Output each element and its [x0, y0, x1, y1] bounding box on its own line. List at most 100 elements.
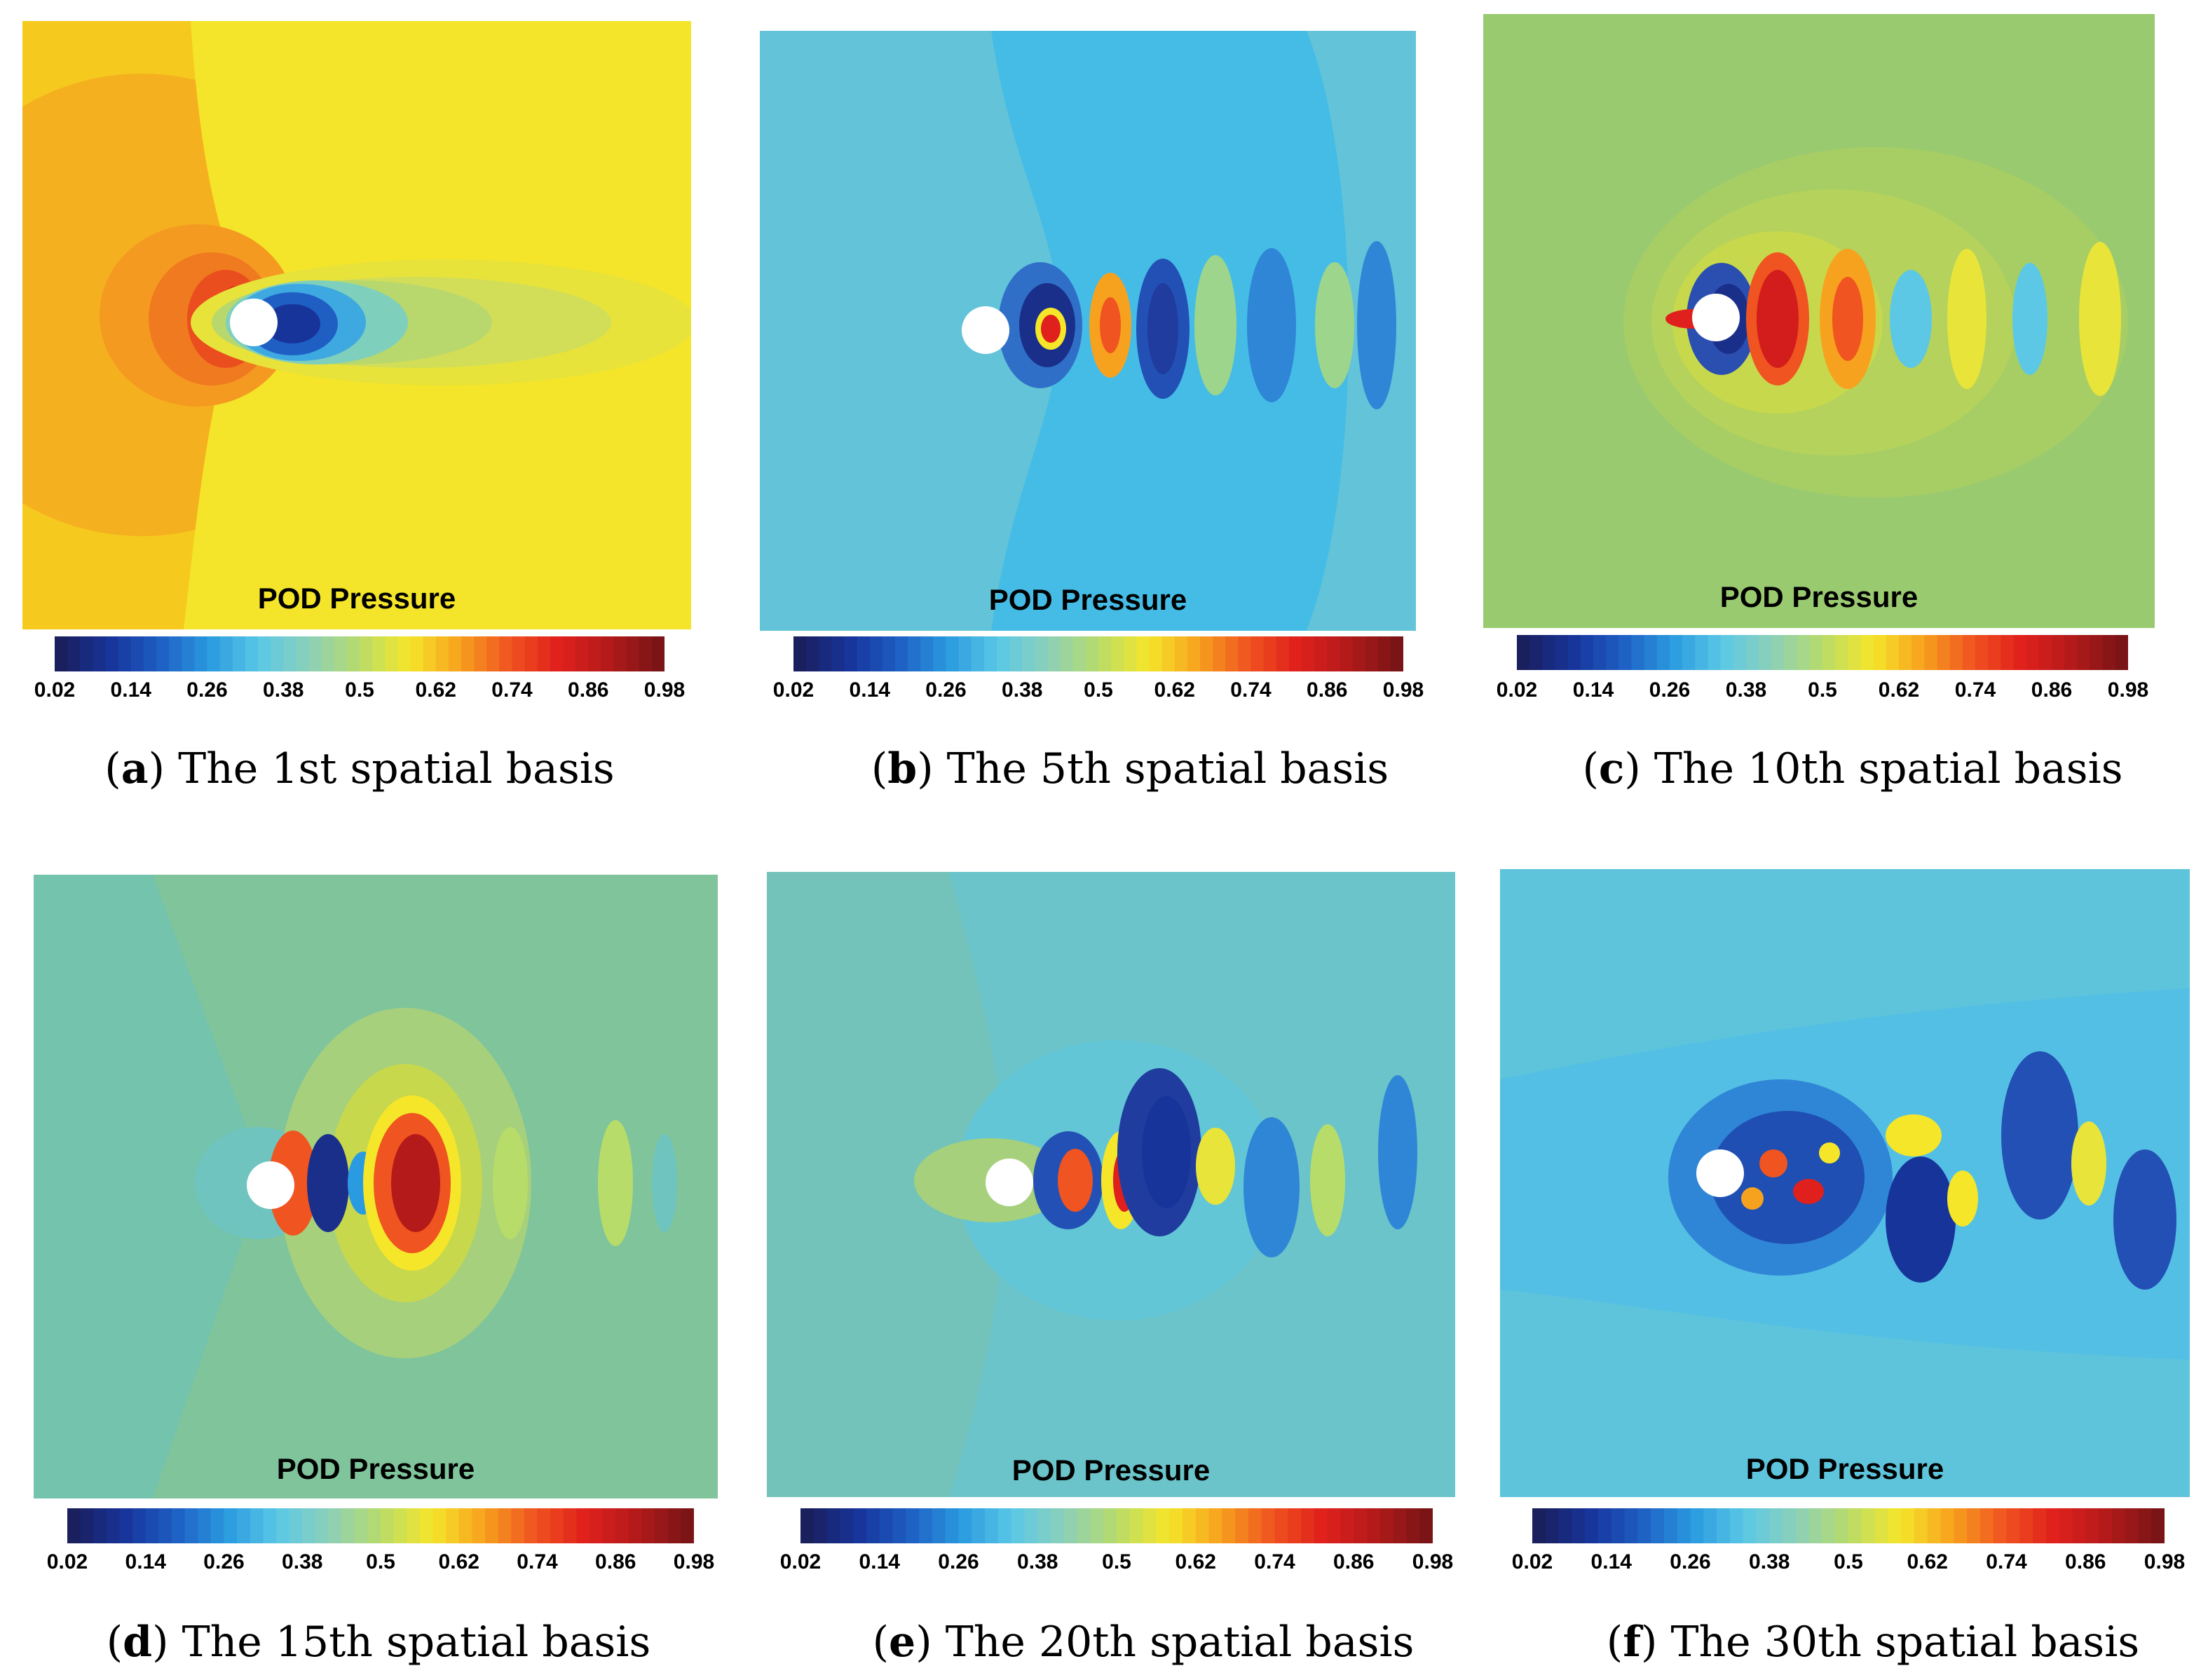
colorbar-ticks-a: 0.02 0.14 0.26 0.38 0.5 0.62 0.74 0.86 0.98: [34, 678, 685, 706]
colorbar-band: [2102, 635, 2116, 670]
colorbar-band: [1606, 635, 1619, 670]
colorbar-band: [1327, 1508, 1342, 1543]
colorbar-band: [1077, 1508, 1091, 1543]
colorbar-b: [793, 636, 1404, 671]
colorbar-band: [1580, 635, 1594, 670]
colorbar-band: [1733, 635, 1747, 670]
colorbar-tick-label: 0.38: [1749, 1550, 1790, 1573]
colorbar-band: [283, 636, 297, 671]
colorbar-band: [997, 1508, 1012, 1543]
colorbar-band: [819, 636, 832, 671]
colorbar-band: [2077, 635, 2091, 670]
colorbar-tick-label: 0.86: [2065, 1550, 2106, 1573]
colorbar-band: [1631, 635, 1645, 670]
colorbar-band: [1354, 1508, 1368, 1543]
colorbar-band: [258, 636, 271, 671]
colorbar-band: [2045, 1508, 2060, 1543]
colorbar-tick-label: 0.14: [849, 678, 890, 702]
colorbar-tick-label: 0.62: [1154, 678, 1195, 702]
colorbar-band: [806, 636, 819, 671]
colorbar-band: [1690, 1508, 1704, 1543]
colorbar-band: [1888, 1508, 1902, 1543]
colorbar-band: [499, 636, 513, 671]
colorbar-band: [908, 636, 921, 671]
colorbar-band: [2033, 1508, 2047, 1543]
colorbar-band: [1962, 635, 1976, 670]
colorbar-band: [1624, 1508, 1638, 1543]
colorbar-band: [946, 636, 960, 671]
colorbar-tick-label: 0.26: [938, 1550, 979, 1573]
colorbar-band: [1927, 1508, 1942, 1543]
colorbar-band: [857, 636, 871, 671]
colorbar-band: [1111, 636, 1124, 671]
colorbar-band: [1517, 635, 1530, 670]
caption-letter: a: [121, 744, 149, 793]
colorbar-tick-label: 0.86: [2031, 678, 2073, 702]
colorbar-band: [271, 636, 284, 671]
colorbar-band: [1327, 636, 1340, 671]
colorbar-band: [906, 1508, 920, 1543]
colorbar-band: [831, 636, 845, 671]
colorbar-gradient: [67, 1508, 695, 1543]
colorbar-band: [1797, 635, 1811, 670]
colorbar-band: [1090, 1508, 1104, 1543]
colorbar-band: [1835, 1508, 1849, 1543]
caption-text: The 15th spatial basis: [182, 1618, 651, 1667]
colorbar-band: [602, 1508, 616, 1543]
colorbar-band: [1940, 1508, 1954, 1543]
colorbar-band: [346, 636, 360, 671]
colorbar-band: [1314, 636, 1328, 671]
colorbar-band: [1250, 636, 1265, 671]
colorbar-band: [210, 1508, 225, 1543]
colorbar-d: [67, 1508, 695, 1543]
colorbar-band: [1340, 636, 1354, 671]
colorbar-band: [207, 636, 221, 671]
colorbar-tick-label: 0.74: [1254, 1550, 1295, 1573]
colorbar-tick-label: 0.02: [1511, 1550, 1553, 1573]
colorbar-band: [892, 1508, 906, 1543]
colorbar-e: [800, 1508, 1433, 1543]
colorbar-band: [145, 1508, 159, 1543]
colorbar-band: [106, 1508, 121, 1543]
colorbar-band: [840, 1508, 854, 1543]
colorbar-band: [844, 636, 858, 671]
colorbar-tick-label: 0.74: [1986, 1550, 2027, 1573]
colorbar-band: [1129, 1508, 1144, 1543]
contour-field-b: [760, 31, 1416, 631]
colorbar-band: [1037, 1508, 1051, 1543]
colorbar-band: [2115, 635, 2129, 670]
colorbar-band: [1848, 1508, 1862, 1543]
colorbar-band: [1208, 1508, 1222, 1543]
colorbar-band: [1195, 1508, 1210, 1543]
colorbar-band: [1098, 636, 1112, 671]
contour-field-e: [767, 872, 1455, 1497]
colorbar-band: [435, 636, 449, 671]
colorbar-band: [1136, 636, 1150, 671]
colorbar-band: [2006, 1508, 2020, 1543]
colorbar-band: [1288, 1508, 1302, 1543]
colorbar-band: [486, 636, 500, 671]
colorbar-band: [1720, 635, 1734, 670]
colorbar-band: [485, 1508, 499, 1543]
colorbar-band: [446, 1508, 460, 1543]
colorbar-band: [67, 1508, 81, 1543]
colorbar-band: [1572, 1508, 1586, 1543]
colorbar-tick-label: 0.86: [1307, 678, 1348, 702]
colorbar-tick-label: 0.26: [203, 1550, 245, 1573]
colorbar-band: [1213, 636, 1226, 671]
colorbar-tick-label: 0.98: [1412, 1550, 1454, 1573]
colorbar-tick-label: 0.98: [643, 678, 686, 702]
contour-field-d: [34, 875, 718, 1498]
colorbar-band: [1248, 1508, 1262, 1543]
plot-b: POD Pressure: [760, 31, 1416, 631]
colorbar-tick-label: 0.98: [2107, 678, 2149, 702]
colorbar-band: [105, 636, 119, 671]
colorbar-band: [1274, 1508, 1288, 1543]
colorbar-band: [1911, 635, 1925, 670]
colorbar-band: [1901, 1508, 1915, 1543]
colorbar-band: [1063, 1508, 1078, 1543]
colorbar-band: [2001, 635, 2015, 670]
colorbar-band: [1143, 1508, 1157, 1543]
colorbar-band: [119, 1508, 133, 1543]
plot-title: POD Pressure: [1011, 1454, 1211, 1487]
